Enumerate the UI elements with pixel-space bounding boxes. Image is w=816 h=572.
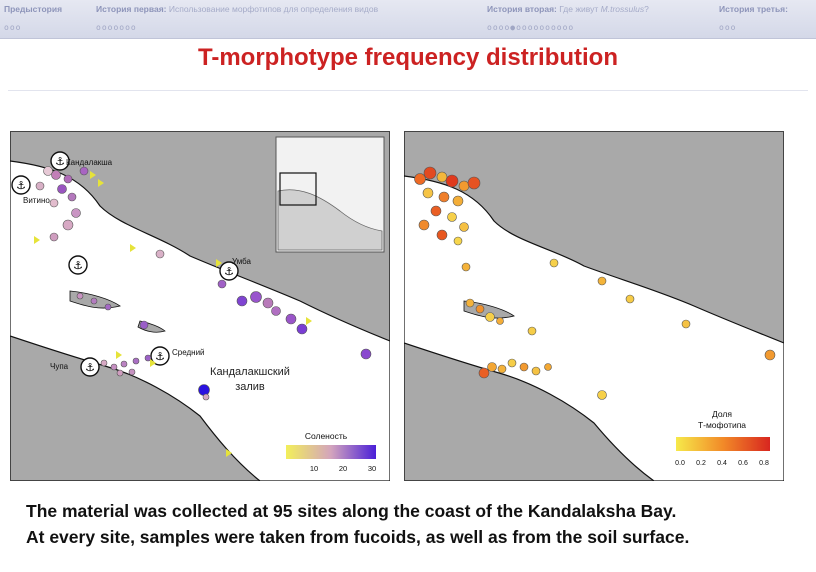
t-morphotype-legend-tick: 0.2 [696,460,706,467]
water-label-line2: залив [235,381,265,393]
t-morphotype-legend: Доля Т-мофотипа 0.0 0.2 0.4 0.6 0.8 [668,403,778,477]
nav-item-story-two-label: История вторая: [487,4,557,14]
svg-text:⚓: ⚓ [55,155,65,168]
salinity-legend-title: Соленость [305,431,348,441]
water-label-line1: Кандалакшский [210,366,290,378]
svg-text:⚓: ⚓ [155,350,165,363]
nav-dots-story-three[interactable]: ooo [719,23,737,32]
nav-item-story-two-subtitle: Где живут [559,4,599,14]
slide-title: T-morphotype frequency distribution [197,44,618,71]
t-morphotype-legend-title-line2: Т-мофотипа [698,420,746,430]
nav-item-story-one-label: История первая: [96,4,167,14]
t-morphotype-legend-tick: 0.6 [738,460,748,467]
place-label-chupa: Чупа [50,362,69,371]
caption-line-2: At every site, samples were taken from f… [26,527,690,547]
island [463,300,515,319]
salinity-map-panel: ⚓ ⚓ ⚓ ⚓ ⚓ ⚓ [10,131,390,481]
anchor-icon: ⚓ [68,255,88,275]
inset-extent-box [279,172,317,206]
story-navigation-bar: Предыстория ooo История первая: Использо… [0,0,816,39]
salinity-legend-tick: 30 [368,464,376,473]
salinity-legend-gradient [286,445,376,459]
nav-item-story-two-question-mark: ? [644,4,649,14]
anchor-icon: ⚓ [11,175,31,195]
caption-line-1: The material was collected at 95 sites a… [26,501,677,521]
nav-dots-prehistory[interactable]: ooo [4,23,22,32]
nav-item-story-three-label: История третья: [719,4,788,14]
salinity-legend-tick: 20 [339,464,347,473]
svg-text:⚓: ⚓ [224,265,234,278]
place-label-umba: Умба [232,257,252,266]
observation-triangle-markers [34,171,312,457]
salinity-map: ⚓ ⚓ ⚓ ⚓ ⚓ ⚓ [10,131,390,481]
t-morphotype-legend-tick: 0.0 [675,460,685,467]
svg-text:⚓: ⚓ [73,259,83,272]
svg-text:⚓: ⚓ [16,179,26,192]
nav-item-story-one[interactable]: История первая: Использование морфотипов… [96,4,378,14]
t-morphotype-map: Доля Т-мофотипа 0.0 0.2 0.4 0.6 0.8 [404,131,784,481]
t-morphotype-legend-tick: 0.4 [717,460,727,467]
title-divider [8,90,808,91]
place-label-kandalaksha: Кандалакша [66,158,113,167]
salinity-legend: Соленость 10 20 30 [282,427,382,477]
sampling-site-markers [414,166,776,400]
nav-dots-story-one[interactable]: ooooooo [96,23,137,32]
sampling-site-markers [35,166,372,401]
nav-dots-story-two[interactable]: oooo●oooooooooo [487,23,575,32]
anchor-icon: ⚓ [80,357,100,377]
t-morphotype-legend-tick: 0.8 [759,460,769,467]
t-morphotype-legend-gradient [676,437,770,451]
t-morphotype-map-panel: Доля Т-мофотипа 0.0 0.2 0.4 0.6 0.8 [404,131,784,481]
t-morphotype-legend-title-line1: Доля [712,409,732,419]
nav-item-story-three[interactable]: История третья: [719,4,788,14]
nav-item-story-two[interactable]: История вторая: Где живут M.trossulus? [487,4,649,14]
bay-water [10,160,390,481]
slide-caption: The material was collected at 95 sites a… [26,498,806,550]
place-label-vitino: Витино [23,196,50,205]
svg-text:⚓: ⚓ [85,361,95,374]
nav-item-prehistory[interactable]: Предыстория [4,4,62,14]
anchor-icon: ⚓ [50,151,70,171]
nav-item-prehistory-label: Предыстория [4,4,63,14]
anchor-icon: ⚓ [150,346,170,366]
anchor-icon: ⚓ [219,261,239,281]
nav-item-story-two-species: M.trossulus [600,4,645,14]
nav-item-story-one-subtitle: Использование морфотипов для определения… [168,4,379,14]
place-label-sredniy: Средний [172,348,205,357]
salinity-legend-tick: 10 [310,464,318,473]
